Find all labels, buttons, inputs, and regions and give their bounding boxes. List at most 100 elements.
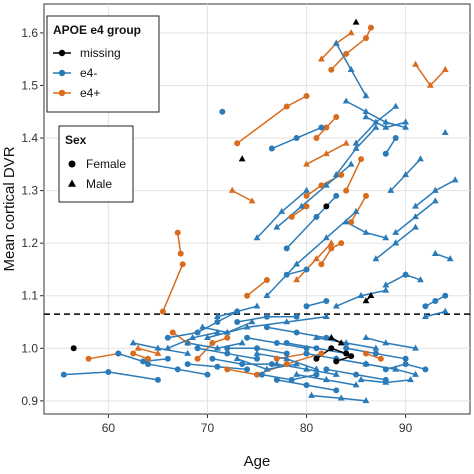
female-circle-point bbox=[382, 366, 389, 373]
legend-apoe-group: APOE e4 group missing e4- e4+ bbox=[46, 15, 160, 113]
female-circle-point bbox=[164, 355, 171, 362]
male-triangle-point bbox=[278, 207, 286, 214]
male-triangle-point bbox=[253, 302, 261, 309]
male-triangle-point bbox=[248, 318, 256, 325]
female-circle-point bbox=[328, 66, 335, 73]
y-tick-label: 1.5 bbox=[21, 78, 38, 92]
female-circle-point bbox=[234, 319, 241, 326]
female-circle-point bbox=[177, 250, 184, 257]
female-circle-point bbox=[288, 376, 295, 383]
trajectory-line-24 bbox=[137, 347, 159, 355]
y-tick-label: 1.4 bbox=[21, 131, 38, 145]
male-triangle-point bbox=[313, 333, 320, 341]
female-circle-point bbox=[283, 361, 290, 368]
female-circle-point bbox=[343, 50, 350, 57]
female-circle-point bbox=[318, 182, 325, 189]
male-triangle-point bbox=[362, 113, 370, 120]
male-triangle-point bbox=[332, 370, 340, 377]
y-axis-title: Mean cortical DVR bbox=[1, 146, 18, 271]
male-triangle-point bbox=[421, 312, 429, 320]
male-triangle-point bbox=[129, 339, 137, 346]
male-triangle-point bbox=[313, 255, 320, 262]
female-circle-point bbox=[313, 355, 320, 362]
legend-sex-label: Female bbox=[86, 157, 126, 171]
female-circle-point bbox=[254, 371, 260, 378]
male-triangle-point bbox=[446, 255, 454, 262]
male-triangle-point bbox=[362, 228, 370, 235]
female-circle-point bbox=[283, 271, 290, 278]
legend-sex-title: Sex bbox=[65, 133, 87, 147]
female-circle-point bbox=[323, 334, 330, 341]
female-circle-point bbox=[115, 350, 122, 357]
male-triangle-point bbox=[362, 360, 370, 367]
female-circle-point bbox=[145, 361, 152, 368]
female-circle-point bbox=[268, 145, 275, 152]
trajectory-line-9 bbox=[350, 195, 367, 223]
male-triangle-point bbox=[382, 339, 390, 346]
female-circle-point bbox=[303, 382, 310, 389]
male-triangle-point bbox=[233, 307, 241, 314]
female-circle-point bbox=[402, 271, 409, 278]
legend-apoe-title: APOE e4 group bbox=[53, 23, 141, 37]
male-triangle-point bbox=[347, 65, 355, 72]
female-circle-point bbox=[338, 240, 345, 247]
female-circle-point bbox=[283, 245, 290, 252]
female-circle-point bbox=[140, 358, 147, 365]
female-circle-point bbox=[244, 334, 251, 341]
female-circle-point bbox=[348, 353, 355, 360]
male-triangle-point bbox=[293, 276, 301, 283]
female-circle-point bbox=[303, 192, 310, 199]
male-triangle-point bbox=[263, 291, 271, 299]
male-triangle-point bbox=[293, 360, 301, 367]
trajectory-line-82 bbox=[425, 310, 446, 318]
female-circle-point bbox=[377, 355, 384, 362]
male-triangle-point bbox=[392, 239, 400, 246]
male-triangle-point bbox=[342, 218, 350, 225]
male-triangle-point bbox=[441, 128, 449, 136]
male-triangle-point bbox=[154, 349, 162, 356]
female-circle-point bbox=[303, 350, 310, 357]
legend-male-triangle bbox=[67, 179, 77, 187]
female-circle-point bbox=[343, 350, 350, 357]
legend-apoe-box bbox=[46, 15, 160, 113]
female-circle-point bbox=[268, 361, 275, 368]
x-tick-labels: 60 70 80 90 bbox=[102, 421, 413, 435]
legend-female-circle bbox=[68, 160, 76, 168]
x-tick-label: 60 bbox=[102, 421, 116, 435]
trajectory-line-15 bbox=[246, 279, 268, 297]
male-triangle-point bbox=[293, 260, 301, 267]
male-triangle-point bbox=[362, 397, 370, 404]
female-circle-point bbox=[164, 334, 171, 341]
male-triangle-point bbox=[412, 344, 419, 351]
female-circle-point bbox=[224, 366, 231, 373]
male-triangle-point bbox=[367, 291, 375, 299]
y-tick-label: 0.9 bbox=[21, 394, 38, 408]
female-circle-point bbox=[303, 345, 310, 352]
female-circle-point bbox=[244, 366, 251, 373]
female-circle-point bbox=[179, 261, 186, 268]
male-triangle-point bbox=[357, 376, 365, 383]
female-circle-point bbox=[362, 350, 369, 357]
female-circle-point bbox=[254, 355, 260, 362]
male-triangle-point bbox=[412, 370, 419, 377]
male-triangle-point bbox=[337, 394, 345, 401]
axis-ticks bbox=[40, 32, 407, 418]
y-tick-label: 1.3 bbox=[21, 184, 38, 198]
female-circle-point bbox=[283, 350, 290, 357]
male-triangle-point bbox=[134, 344, 142, 351]
male-triangle-point bbox=[283, 355, 291, 362]
male-triangle-point bbox=[372, 255, 380, 262]
male-triangle-point bbox=[352, 381, 360, 388]
male-triangle-point bbox=[382, 123, 390, 130]
male-triangle-point bbox=[199, 323, 206, 330]
female-circle-point bbox=[333, 192, 340, 199]
male-triangle-point bbox=[431, 197, 439, 204]
male-triangle-point bbox=[248, 197, 256, 204]
male-triangle-point bbox=[352, 207, 360, 214]
female-circle-point bbox=[313, 371, 320, 378]
female-circle-point bbox=[239, 361, 246, 368]
male-triangle-point bbox=[313, 365, 320, 372]
female-circle-point bbox=[323, 203, 330, 210]
female-circle-point bbox=[273, 376, 280, 383]
